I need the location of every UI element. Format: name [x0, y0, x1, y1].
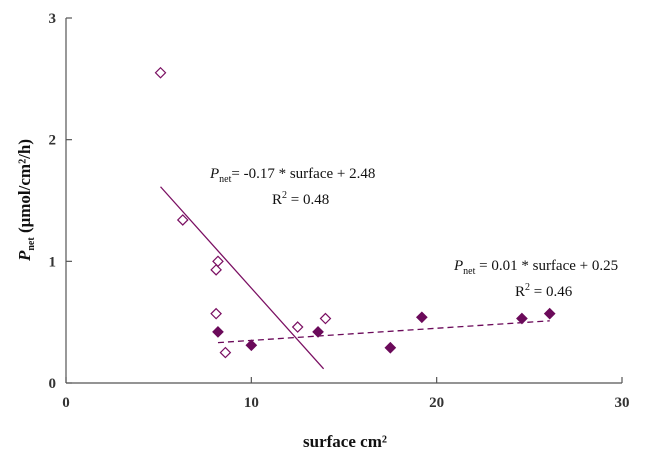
y-axis-title-sub: net	[26, 237, 37, 251]
filled-diamond-point	[312, 326, 324, 338]
y-axis-title-rest: (μmol/cm²/h)	[15, 139, 34, 237]
r-squared-2-sup: 2	[525, 282, 530, 293]
fit-equation-1-main: P	[209, 166, 219, 182]
x-tick-label: 30	[615, 395, 630, 411]
fit-equation-2-sub: net	[463, 266, 475, 277]
y-tick-label: 3	[49, 11, 57, 27]
fit-equation-2: Pnet = 0.01 * surface + 0.25	[453, 258, 618, 277]
x-tick-label: 10	[244, 395, 259, 411]
y-tick-label: 0	[49, 376, 57, 392]
y-axis-title-main: P	[15, 250, 34, 262]
x-tick-label: 0	[62, 395, 70, 411]
fit-equation-2-main: P	[453, 258, 463, 274]
fit-equation-1-rest: = -0.17 * surface + 2.48	[231, 166, 375, 182]
x-axis-title: surface cm²	[303, 432, 387, 451]
open-diamond-point	[319, 312, 332, 325]
open-diamond-point	[291, 321, 304, 333]
fit-lines	[160, 186, 550, 370]
r-squared-1-sup: 2	[282, 190, 287, 201]
filled-diamond-point	[245, 339, 258, 352]
filled-diamond-point	[516, 312, 528, 325]
filled-diamond-point	[384, 341, 397, 354]
fit-equation-1-sub: net	[219, 174, 231, 185]
fit-line-2	[217, 320, 550, 344]
open-diamond-point	[176, 214, 189, 226]
open-diamond-point	[154, 66, 167, 79]
open-diamond-point	[210, 264, 222, 276]
y-axis-title: Pnet (μmol/cm²/h)	[15, 139, 37, 262]
y-tick-label: 1	[49, 254, 57, 270]
r-squared-1: R2 = 0.48	[272, 190, 329, 208]
r-squared-2: R2 = 0.46	[515, 282, 573, 300]
open-diamond-point	[219, 346, 232, 359]
r-squared-2-prefix: R	[515, 284, 525, 300]
fit-equation-1: Pnet= -0.17 * surface + 2.48	[209, 166, 375, 185]
filled-diamond-point	[415, 311, 428, 324]
fit-equation-2-rest: = 0.01 * surface + 0.25	[475, 258, 618, 274]
open-diamond-point	[212, 255, 224, 268]
fit-line-1	[160, 186, 325, 370]
r-squared-2-rest: = 0.46	[530, 284, 573, 300]
r-squared-1-rest: = 0.48	[287, 192, 329, 208]
filled-diamond-point	[543, 307, 556, 320]
data-points	[154, 66, 556, 359]
y-tick-label: 2	[49, 133, 57, 149]
filled-diamond-point	[212, 326, 224, 338]
open-diamond-point	[210, 307, 222, 320]
x-tick-label: 20	[429, 395, 444, 411]
r-squared-1-prefix: R	[272, 192, 282, 208]
